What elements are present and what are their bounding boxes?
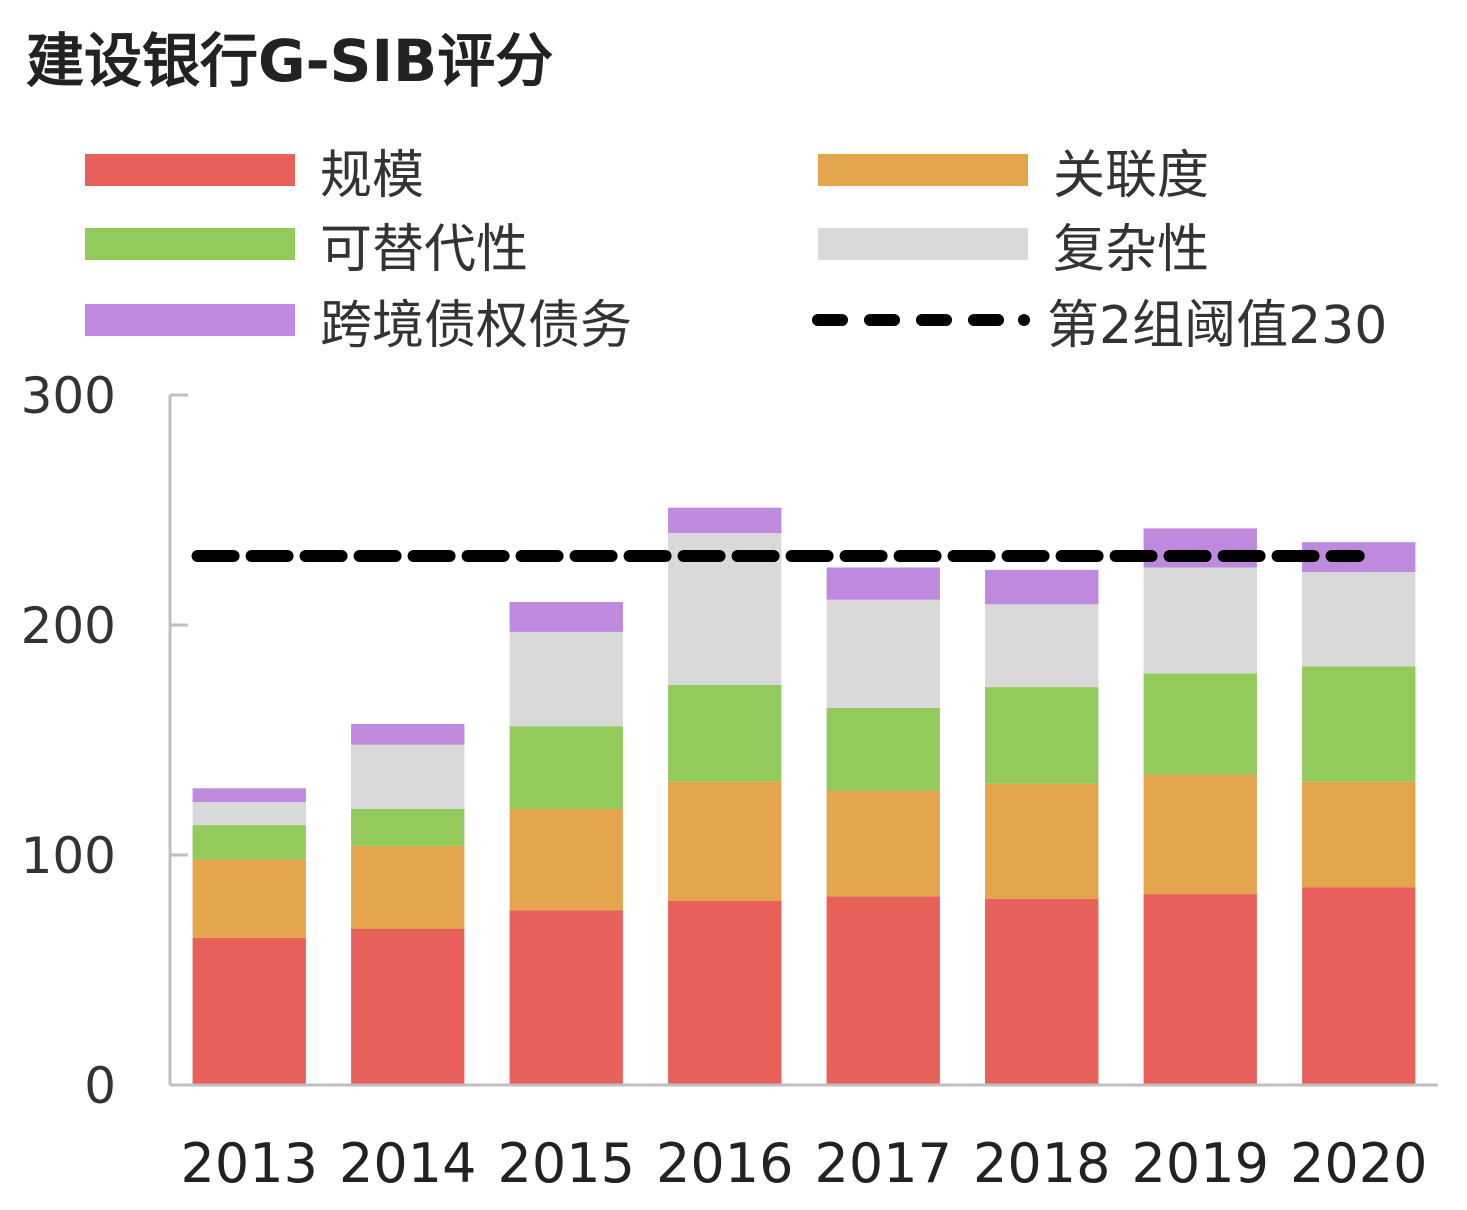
legend-label-scale: 规模 — [320, 145, 425, 206]
labels-layer: 0 100 200 300 2013 2014 2015 2016 2017 2018 2019 20… — [21, 367, 1428, 1195]
bar-2016-series-0 — [668, 901, 782, 1085]
bar-2013-series-4 — [192, 788, 306, 803]
bar-2013-series-0 — [192, 937, 306, 1085]
y-tick-label-200: 200 — [21, 597, 116, 655]
bar-2015-series-1 — [509, 809, 623, 911]
legend-label-interconnectedness: 关联度 — [1053, 145, 1210, 206]
legend-swatch-complexity — [818, 228, 1028, 260]
bar-2013-series-2 — [192, 825, 306, 860]
bar-2018-series-1 — [985, 783, 1099, 899]
bar-2020-series-3 — [1302, 572, 1416, 667]
bar-2017-series-0 — [826, 896, 940, 1085]
legend-item-scale: 规模 — [85, 140, 424, 206]
legend-item-threshold: 第2组阈值230 — [812, 290, 1387, 356]
bar-2014-series-1 — [351, 845, 465, 929]
bar-2015-series-2 — [509, 726, 623, 809]
bar-2019-series-1 — [1143, 774, 1257, 895]
y-tick-label-100: 100 — [21, 827, 116, 885]
legend-label-cross-jurisdictional: 跨境债权债务 — [320, 295, 633, 356]
bar-2015-series-3 — [509, 631, 623, 727]
legend-item-substitutability: 可替代性 — [85, 214, 528, 280]
bar-2020-series-2 — [1302, 666, 1416, 782]
x-tick-label-2020: 2020 — [1290, 1132, 1427, 1195]
bar-2020-series-0 — [1302, 887, 1416, 1085]
bar-2014-series-2 — [351, 809, 465, 846]
legend-swatch-scale — [85, 154, 295, 186]
legend-label-threshold: 第2组阈值230 — [1047, 295, 1388, 356]
bar-2019-series-3 — [1143, 567, 1257, 674]
legend: 规模 关联度 可替代性 复杂性 跨境债权债务 第2组阈值230 — [0, 0, 1467, 360]
legend-swatch-substitutability — [85, 228, 295, 260]
bar-2017-series-2 — [826, 707, 940, 791]
bar-2013-series-3 — [192, 802, 306, 826]
bar-2018-series-3 — [985, 604, 1099, 688]
bar-2018-series-0 — [985, 898, 1099, 1085]
legend-label-substitutability: 可替代性 — [320, 219, 529, 280]
bar-2017-series-1 — [826, 790, 940, 897]
x-tick-label-2019: 2019 — [1132, 1132, 1269, 1195]
bar-2019-series-2 — [1143, 673, 1257, 775]
legend-item-interconnectedness: 关联度 — [818, 140, 1209, 206]
x-tick-label-2018: 2018 — [973, 1132, 1110, 1195]
bar-2016-series-1 — [668, 781, 782, 901]
bar-2014-series-4 — [351, 723, 465, 745]
bar-2014-series-0 — [351, 928, 465, 1085]
x-tick-label-2015: 2015 — [498, 1132, 635, 1195]
legend-swatch-interconnectedness — [818, 154, 1028, 186]
chart-title: 建设银行G-SIB评分 — [26, 27, 554, 95]
bar-2017-series-3 — [826, 599, 940, 708]
y-tick-label-0: 0 — [84, 1057, 116, 1115]
bar-2016-series-4 — [668, 507, 782, 533]
bar-2016-series-2 — [668, 684, 782, 782]
x-tick-label-2017: 2017 — [815, 1132, 952, 1195]
legend-threshold-dash — [812, 314, 1030, 326]
bar-2015-series-4 — [509, 602, 623, 632]
bar-2017-series-4 — [826, 567, 940, 600]
bar-2020-series-1 — [1302, 781, 1416, 888]
axes-layer — [168, 393, 1438, 1087]
bar-2015-series-0 — [509, 910, 623, 1085]
bars-layer — [192, 507, 1416, 1085]
legend-item-complexity: 复杂性 — [818, 214, 1209, 280]
legend-label-complexity: 复杂性 — [1053, 219, 1210, 280]
x-tick-label-2016: 2016 — [656, 1132, 793, 1195]
bar-2014-series-3 — [351, 744, 465, 809]
x-tick-label-2014: 2014 — [339, 1132, 476, 1195]
bar-2018-series-4 — [985, 569, 1099, 605]
legend-item-cross-jurisdictional: 跨境债权债务 — [85, 290, 632, 356]
y-tick-label-300: 300 — [21, 367, 116, 425]
bar-2013-series-1 — [192, 859, 306, 938]
legend-swatch-cross-jurisdictional — [85, 304, 295, 336]
bar-2019-series-0 — [1143, 894, 1257, 1085]
bar-2018-series-2 — [985, 687, 1099, 784]
x-tick-label-2013: 2013 — [181, 1132, 318, 1195]
